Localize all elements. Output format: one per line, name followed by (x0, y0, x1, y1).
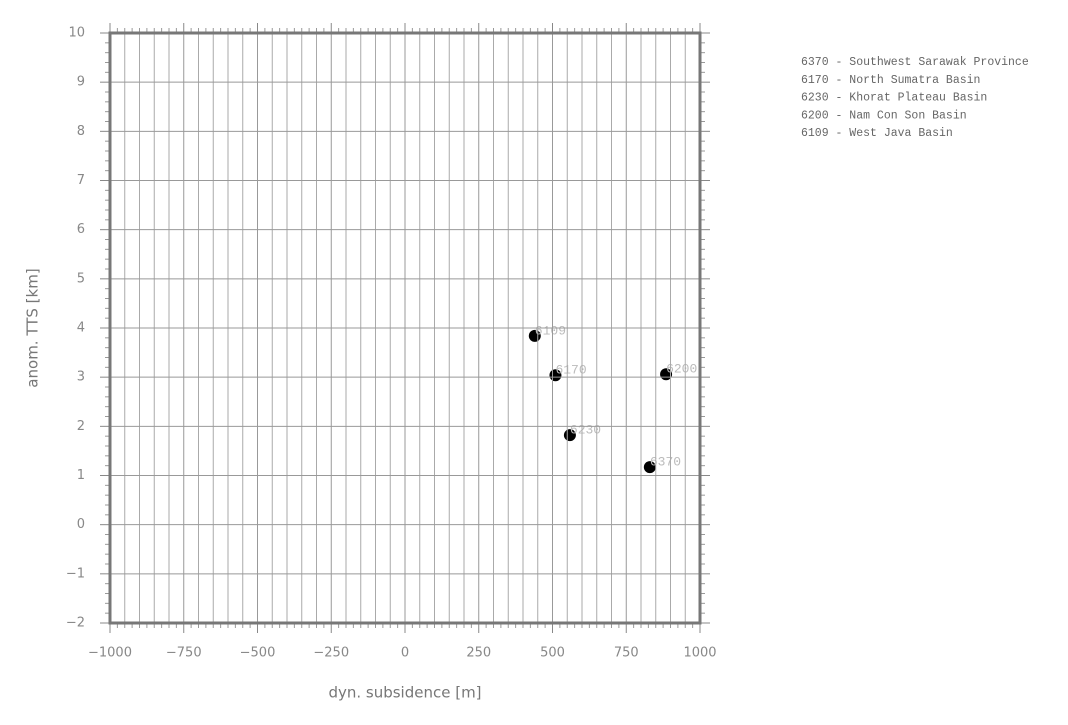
x-tick-label: 250 (466, 646, 491, 661)
x-tick-label: −750 (166, 646, 202, 661)
y-tick-label: 9 (77, 75, 85, 90)
point-label: 6109 (535, 323, 566, 338)
point-label: 6170 (555, 363, 586, 378)
y-axis-label: anom. TTS [km] (24, 268, 42, 387)
x-tick-label: −1000 (88, 646, 132, 661)
x-tick-label: −500 (240, 646, 276, 661)
x-tick-label: 0 (401, 646, 409, 661)
point-label: 6200 (666, 362, 697, 377)
y-tick-label: 7 (77, 173, 85, 188)
y-tick-label: 10 (68, 26, 85, 41)
x-tick-label: 1000 (683, 646, 716, 661)
x-tick-label: 750 (614, 646, 639, 661)
point-label: 6370 (650, 455, 681, 470)
x-axis-label: dyn. subsidence [m] (328, 684, 481, 702)
y-tick-label: 4 (77, 321, 85, 336)
y-tick-label: 0 (77, 517, 85, 532)
y-tick-label: 3 (77, 370, 85, 385)
legend-entry: 6230 - Khorat Plateau Basin (801, 92, 987, 105)
y-tick-label: −1 (66, 566, 85, 581)
x-tick-label: 500 (540, 646, 565, 661)
legend-entry: 6109 - West Java Basin (801, 127, 953, 140)
y-tick-label: 1 (77, 468, 85, 483)
y-tick-label: −2 (66, 616, 85, 631)
legend-entry: 6370 - Southwest Sarawak Province (801, 56, 1029, 69)
point (643, 461, 656, 474)
plot-frame (108, 31, 702, 625)
y-tick-label: 2 (77, 419, 85, 434)
y-tick-label: 8 (77, 124, 85, 139)
legend-entry: 6170 - North Sumatra Basin (801, 74, 980, 87)
legend-entry: 6200 - Nam Con Son Basin (801, 109, 967, 122)
x-tick-label: −250 (313, 646, 349, 661)
y-tick-label: 6 (77, 222, 85, 237)
y-tick-label: 5 (77, 271, 85, 286)
